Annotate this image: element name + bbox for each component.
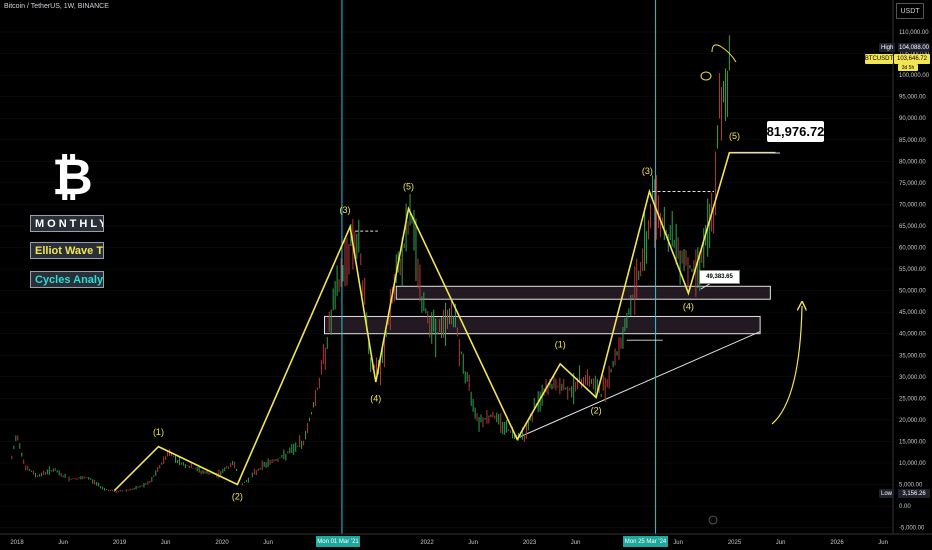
wave-label: (1)	[555, 339, 566, 349]
wave-labels: (1) (2) (3) (4) (5) (1) (2) (3) (4) (5)	[153, 131, 740, 502]
x-tick-label: 2020	[215, 540, 229, 546]
x-tick-label: 2018	[10, 540, 24, 546]
cycles-analysis-tag: Cycles Analysis	[30, 271, 104, 288]
x-tick-label: Jun	[571, 540, 581, 546]
wave-label: (2)	[591, 405, 602, 415]
chart-title: Bitcoin / TetherUS, 1W, BINANCE	[4, 3, 109, 10]
wave-label: (1)	[153, 427, 164, 437]
currency-selector[interactable]: USDT	[896, 3, 924, 19]
hand-drawn-squiggle	[711, 44, 737, 63]
target-price-callout: 81,976.72	[767, 121, 824, 142]
y-tick-label: 0.00	[899, 504, 911, 510]
wave-label: (5)	[729, 131, 740, 141]
y-tick-label: 90,000.00	[899, 116, 926, 122]
support-zones	[324, 285, 771, 439]
elliot-wave-tag: Elliot Wave T	[30, 242, 104, 259]
x-tick-label: Jun	[673, 540, 683, 546]
y-tick-label: 15,000.00	[899, 439, 926, 445]
y-tick-label: 55,000.00	[899, 267, 926, 273]
y-tick-label: 20,000.00	[899, 418, 926, 424]
wave-label: (3)	[642, 166, 653, 176]
projection-arrow	[771, 306, 802, 425]
y-tick-label: 70,000.00	[899, 202, 926, 208]
y-tick-label: 30,000.00	[899, 375, 926, 381]
ascending-trendline	[516, 331, 761, 439]
x-tick-label: Jun	[263, 540, 273, 546]
symbol-badge: BTCUSDT	[864, 54, 894, 64]
y-tick-label: 45,000.00	[899, 310, 926, 316]
wave-label: (2)	[232, 492, 243, 502]
hand-drawn-circle	[700, 71, 712, 81]
wave-label: (4)	[370, 393, 381, 403]
x-tick-label: 2022	[420, 540, 434, 546]
y-tick-label: 25,000.00	[899, 396, 926, 402]
y-tick-label: 85,000.00	[899, 138, 926, 144]
x-tick-label: 2019	[113, 540, 127, 546]
y-tick-label: 10,000.00	[899, 461, 926, 467]
cycle-date-label-2: Mon 25 Mar '24	[623, 536, 668, 547]
y-tick-label: 35,000.00	[899, 353, 926, 359]
y-tick-label: 75,000.00	[899, 181, 926, 187]
x-tick-label: 2026	[830, 540, 844, 546]
drawing-annotations	[700, 44, 802, 525]
y-tick-label: 50,000.00	[899, 289, 926, 295]
x-tick-label: 2025	[728, 540, 742, 546]
y-tick-label: 60,000.00	[899, 246, 926, 252]
y-tick-label: 110,000.00	[899, 30, 929, 36]
wave-label: (3)	[340, 205, 351, 215]
y-tick-label: 95,000.00	[899, 95, 926, 101]
cycle-date-label-1: Mon 01 Mar '21	[316, 536, 360, 547]
grid-layer	[0, 31, 893, 528]
high-label: High	[879, 43, 896, 52]
y-tick-label: 40,000.00	[899, 332, 926, 338]
elliott-wave-line	[113, 151, 776, 492]
x-tick-label: Jun	[161, 540, 171, 546]
support-price-callout: 49,383.65	[699, 270, 740, 284]
x-tick-label: Jun	[776, 540, 786, 546]
bar-countdown: 3d 5h	[898, 64, 918, 71]
lightning-icon[interactable]	[708, 515, 718, 525]
wave-label: (5)	[403, 181, 414, 191]
x-tick-label: Jun	[58, 540, 68, 546]
high-value: 104,088.00	[898, 43, 930, 52]
price-candles	[11, 35, 730, 493]
current-price-badge: 103,646.72	[894, 54, 930, 64]
cycle-lines	[341, 0, 657, 534]
support-zone-box	[395, 285, 771, 300]
monthly-tag: MONTHLY	[30, 215, 104, 232]
x-tick-label: Jun	[878, 540, 888, 546]
elliott-wave-path	[113, 151, 776, 492]
low-label: Low	[879, 489, 895, 498]
y-tick-label: 5,000.00	[899, 483, 923, 489]
y-tick-label: 80,000.00	[899, 159, 926, 165]
y-tick-label: 100,000.00	[899, 73, 930, 79]
bitcoin-logo-icon: ₿	[52, 149, 93, 205]
low-value: 3,156.26	[898, 489, 930, 498]
y-tick-label: -5,000.00	[899, 526, 925, 532]
x-tick-label: 2023	[523, 540, 537, 546]
x-tick-label: Jun	[468, 540, 478, 546]
wave-label: (4)	[683, 302, 694, 312]
y-tick-label: 65,000.00	[899, 224, 926, 230]
